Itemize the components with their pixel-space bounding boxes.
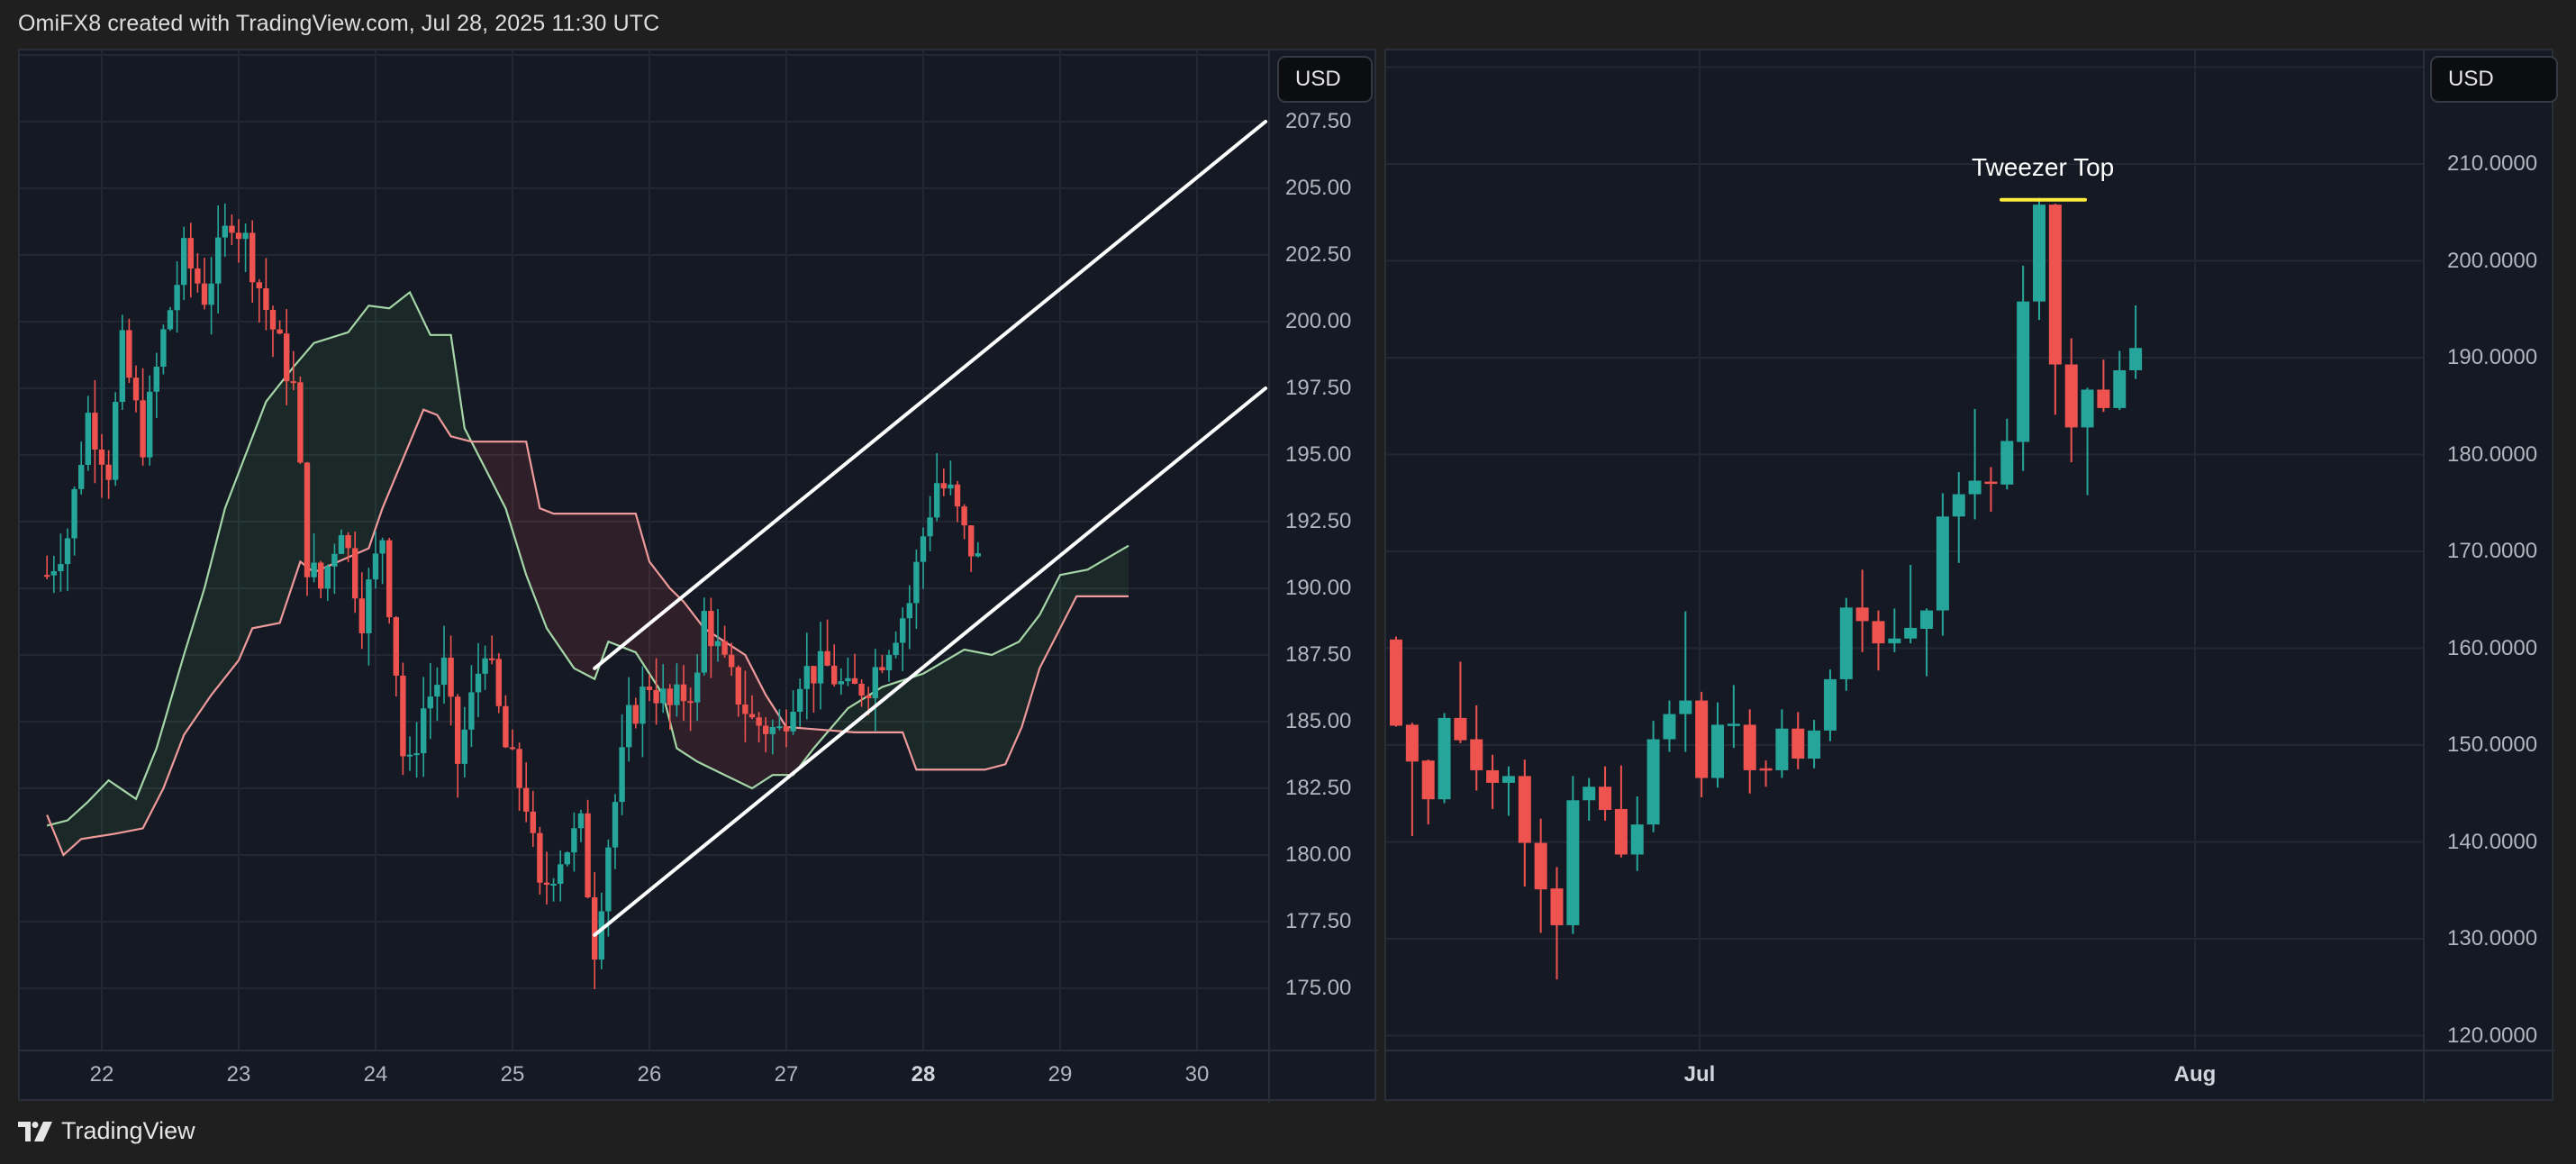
tradingview-logo-icon — [18, 1121, 52, 1141]
date-tick-label: 30 — [1184, 1062, 1210, 1087]
price-tick-label: 202.50 — [1285, 242, 1352, 267]
date-tick-label: 23 — [226, 1062, 251, 1087]
price-tick-label: 180.00 — [1285, 842, 1352, 867]
date-tick-label: 29 — [1048, 1062, 1073, 1087]
ichimoku-leading-span-a — [46, 290, 1129, 827]
price-tick-label: 120.0000 — [2447, 1023, 2538, 1048]
price-tick-label: 170.0000 — [2447, 539, 2538, 563]
price-tick-label: 175.00 — [1285, 976, 1352, 1000]
tweezer-top-annotation: Tweezer Top — [1972, 152, 2115, 181]
hourly-chart-panel[interactable]: USD 207.50 205.00 202.50 200.00 197.50 195.00… — [18, 49, 1378, 1103]
price-tick-label: 187.50 — [1285, 642, 1352, 667]
price-tick-label: 195.00 — [1285, 442, 1352, 467]
price-tick-label: 205.00 — [1285, 176, 1352, 200]
price-tick-label: 190.00 — [1285, 576, 1352, 600]
price-tick-label: 160.0000 — [2447, 635, 2538, 660]
price-tick-label: 182.50 — [1285, 776, 1352, 800]
date-tick-label: 28 — [911, 1062, 936, 1087]
price-tick-label: 180.0000 — [2447, 441, 2538, 467]
daily-chart-panel[interactable]: USD 210.0000 200.0000 190.0000 180.0000 170.… — [1384, 49, 2558, 1103]
price-tick-label: 200.00 — [1285, 309, 1352, 333]
price-tick-label: 130.0000 — [2447, 926, 2538, 950]
price-tick-label: 192.50 — [1285, 509, 1352, 533]
price-tick-label: 200.0000 — [2447, 248, 2538, 273]
date-tick-label: 22 — [89, 1062, 114, 1087]
price-tick-label: 177.50 — [1285, 909, 1352, 933]
price-tick-label: 140.0000 — [2447, 829, 2538, 854]
ichimoku-leading-span-b — [46, 408, 1129, 857]
price-tick-label: 210.0000 — [2447, 151, 2538, 176]
daily-candles — [1390, 197, 2143, 980]
brand-name: TradingView — [61, 1117, 195, 1144]
daily-chart-canvas[interactable] — [1386, 50, 2555, 1103]
date-tick-label: 24 — [363, 1062, 388, 1087]
price-tick-label: 185.00 — [1285, 709, 1352, 733]
footer-brand: TradingView — [18, 1117, 195, 1145]
hourly-candles — [44, 203, 981, 989]
month-tick-label: Aug — [2173, 1062, 2217, 1087]
currency-badge[interactable]: USD — [1277, 56, 1373, 103]
month-tick-label: Jul — [1683, 1062, 1716, 1087]
price-tick-label: 207.50 — [1285, 109, 1352, 133]
channel-lower-trendline — [593, 386, 1267, 937]
channel-upper-trendline — [593, 120, 1267, 670]
price-tick-label: 197.50 — [1285, 376, 1352, 400]
date-tick-label: 25 — [500, 1062, 525, 1087]
chart-attribution: OmiFX8 created with TradingView.com, Jul… — [18, 11, 660, 36]
price-tick-label: 190.0000 — [2447, 345, 2538, 369]
hourly-chart-canvas[interactable] — [20, 50, 1378, 1103]
date-tick-label: 26 — [637, 1062, 662, 1087]
date-tick-label: 27 — [774, 1062, 799, 1087]
price-tick-label: 150.0000 — [2447, 732, 2538, 757]
currency-badge[interactable]: USD — [2430, 56, 2558, 103]
